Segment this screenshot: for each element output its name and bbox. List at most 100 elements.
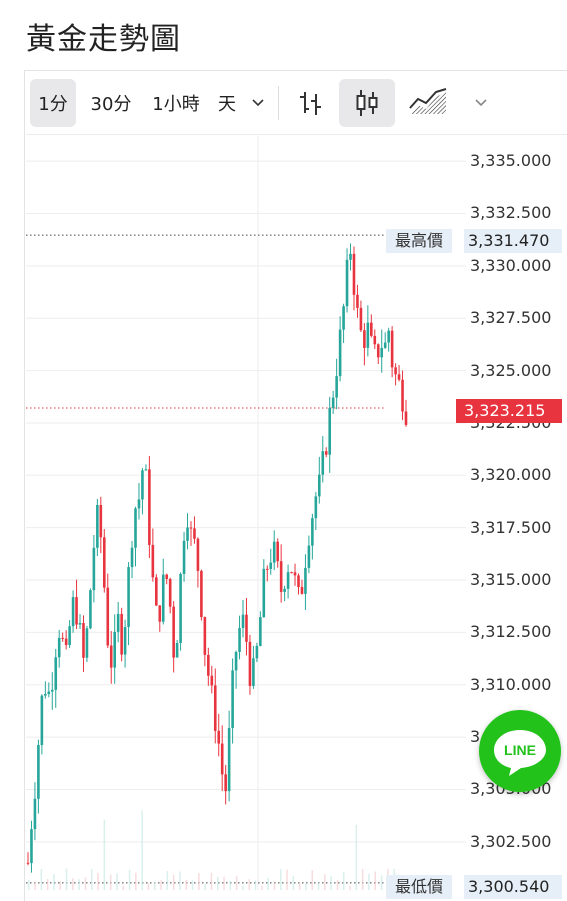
y-tick-label: 3,317.500 <box>470 517 552 537</box>
candle-body <box>318 474 321 497</box>
chart-toolbar: 1分 30分 1小時 天 <box>26 72 567 135</box>
candle-body <box>283 588 286 592</box>
candle-body <box>200 570 203 618</box>
candle-body <box>335 376 338 398</box>
candle-body <box>279 561 283 592</box>
candle-body <box>151 544 155 578</box>
candle-body <box>231 670 234 728</box>
volume-bar <box>28 880 30 890</box>
candle-body <box>397 374 401 380</box>
candle-body <box>390 330 394 368</box>
interval-30min-button[interactable]: 30分 <box>90 94 132 115</box>
volume-bar <box>355 824 358 890</box>
candle-body <box>349 253 352 260</box>
candle-body <box>127 567 130 628</box>
candle-body <box>331 397 335 408</box>
chevron-down-icon <box>475 99 487 107</box>
volume-bar <box>235 875 238 890</box>
volume-bar <box>116 873 118 890</box>
volume-bar <box>292 875 295 890</box>
volume-bar <box>267 877 269 890</box>
candle-body <box>241 614 245 628</box>
candle-body <box>78 622 82 625</box>
candle-body <box>359 307 363 331</box>
candle-body <box>300 586 304 594</box>
bar-style-button[interactable] <box>285 79 335 127</box>
candle-body <box>134 508 137 548</box>
candle-body <box>366 322 370 348</box>
candle-body <box>82 622 85 658</box>
candle-body <box>68 626 71 646</box>
candle-body <box>102 537 106 588</box>
volume-bar <box>122 885 124 890</box>
interval-dropdown-button[interactable] <box>244 79 272 127</box>
candle-body <box>321 451 325 475</box>
chart-type-dropdown-button[interactable] <box>461 79 501 127</box>
candle-body <box>165 574 169 579</box>
interval-1min-button[interactable]: 1分 <box>30 79 76 127</box>
candle-body <box>255 645 259 659</box>
volume-bar <box>223 876 225 890</box>
volume-bar <box>298 882 301 890</box>
volume-bar <box>154 881 156 890</box>
candle-body <box>220 743 224 775</box>
candle-style-button[interactable] <box>339 79 395 127</box>
candle-body <box>158 605 162 622</box>
candle-body <box>338 329 342 377</box>
volume-bar <box>128 869 131 890</box>
interval-1hour-button[interactable]: 1小時 <box>152 94 200 115</box>
volume-bar <box>330 875 332 890</box>
candle-body <box>272 541 276 563</box>
volume-bar <box>336 880 339 890</box>
volume-bar <box>34 882 36 890</box>
y-tick-label: 3,312.500 <box>470 622 552 642</box>
candle-body <box>71 597 75 627</box>
candle-body <box>265 568 269 570</box>
candle-body <box>40 695 44 745</box>
volume-bar <box>135 872 137 890</box>
candle-body <box>293 572 297 576</box>
candle-body <box>137 499 141 509</box>
volume-bar <box>273 882 276 890</box>
volume-bar <box>147 883 150 890</box>
line-button-label: LINE <box>504 742 536 758</box>
volume-bar <box>46 879 49 890</box>
y-tick-label: 3,325.000 <box>470 360 552 380</box>
volume-bar <box>65 868 68 890</box>
candle-body <box>123 627 127 655</box>
candle-body <box>144 469 148 471</box>
candle-body <box>227 727 231 792</box>
y-tick-label: 3,330.000 <box>470 255 552 275</box>
line-share-button[interactable]: LINE <box>479 710 561 792</box>
candle-body <box>345 259 349 307</box>
y-tick-label: 3,315.000 <box>470 570 552 590</box>
area-chart-icon <box>409 88 447 114</box>
volume-bar <box>261 885 263 890</box>
volume-bar <box>185 879 187 890</box>
volume-bar <box>78 879 80 890</box>
candle-body <box>148 469 151 545</box>
candle-body <box>370 322 373 336</box>
candle-body <box>363 330 366 348</box>
high-price-value: 3,331.470 <box>464 229 562 253</box>
interval-day-button[interactable]: 天 <box>218 94 236 115</box>
candle-body <box>304 567 307 594</box>
volume-bar <box>286 869 288 890</box>
area-style-button[interactable] <box>401 79 455 127</box>
volume-bar <box>141 810 143 890</box>
volume-bar <box>217 876 219 890</box>
volume-bar <box>204 884 206 890</box>
candle-body <box>106 587 110 646</box>
candle-body <box>26 862 30 864</box>
candle-body <box>401 379 404 412</box>
candle-body <box>186 527 189 541</box>
current-price-value: 3,323.215 <box>456 399 562 423</box>
candle-body <box>161 574 165 622</box>
candle-body <box>193 528 196 539</box>
candle-body <box>172 606 175 658</box>
candle-body <box>44 694 47 696</box>
candle-body <box>262 568 266 618</box>
candle-body <box>376 344 380 358</box>
candle-body <box>37 744 40 799</box>
